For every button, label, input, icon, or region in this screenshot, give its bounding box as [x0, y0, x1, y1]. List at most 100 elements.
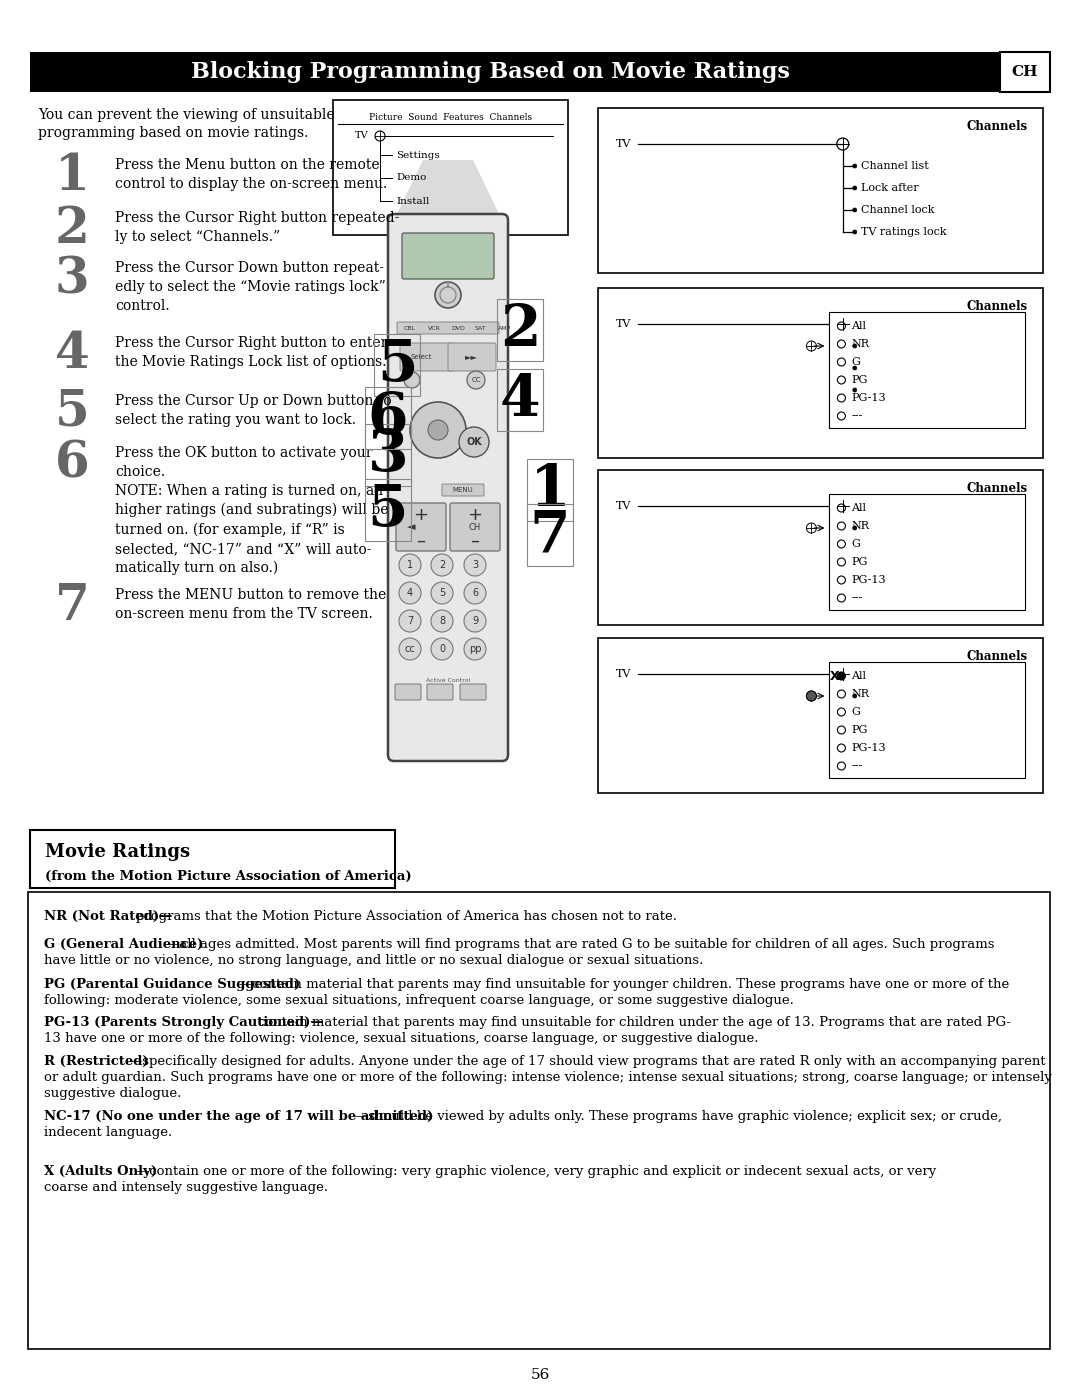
Bar	[333, 101, 568, 235]
Text: +: +	[468, 506, 483, 524]
Bar	[829, 662, 1025, 778]
Text: 56: 56	[530, 1368, 550, 1382]
Text: 3: 3	[55, 256, 90, 305]
Circle shape	[464, 638, 486, 659]
Text: Movie ratings lock: Movie ratings lock	[861, 524, 953, 532]
Text: 7: 7	[407, 616, 414, 626]
Text: Channel list: Channel list	[861, 161, 929, 170]
Text: TV: TV	[616, 502, 632, 511]
Text: +: +	[414, 506, 429, 524]
Text: ---: ---	[851, 411, 863, 420]
Text: PG-13: PG-13	[851, 576, 886, 585]
Circle shape	[807, 692, 816, 701]
Text: 1: 1	[407, 560, 413, 570]
Text: Select: Select	[410, 353, 432, 360]
Circle shape	[853, 527, 856, 529]
Text: PG-13: PG-13	[851, 743, 886, 753]
Text: —specifically designed for adults. Anyone under the age of 17 should view progra: —specifically designed for adults. Anyon…	[130, 1055, 1047, 1067]
Bar	[30, 830, 395, 888]
Text: Picture  Sound  Features  Channels: Picture Sound Features Channels	[369, 113, 532, 123]
Text: —should be viewed by adults only. These programs have graphic violence; explicit: —should be viewed by adults only. These …	[355, 1111, 1002, 1123]
Text: Press the Cursor Right button repeated-
ly to select “Channels.”: Press the Cursor Right button repeated- …	[114, 211, 400, 244]
Text: X: X	[829, 669, 839, 683]
Text: 2: 2	[500, 302, 540, 358]
Bar	[598, 288, 1043, 458]
Text: 1: 1	[55, 152, 90, 201]
Circle shape	[853, 231, 856, 235]
Text: You can prevent the viewing of unsuitable
programming based on movie ratings.: You can prevent the viewing of unsuitabl…	[38, 108, 335, 141]
Circle shape	[853, 694, 856, 698]
Bar	[30, 52, 1000, 92]
Circle shape	[837, 672, 846, 680]
Text: ◄: ◄	[407, 522, 415, 532]
Text: 2: 2	[438, 560, 445, 570]
Text: VCR: VCR	[428, 326, 441, 331]
Text: CC: CC	[471, 377, 481, 383]
Text: All: All	[851, 671, 866, 680]
Text: Movie Ratings: Movie Ratings	[45, 842, 190, 861]
Circle shape	[464, 610, 486, 631]
Text: suggestive dialogue.: suggestive dialogue.	[44, 1087, 181, 1099]
Bar	[829, 312, 1025, 427]
Text: Press the OK button to activate your
choice.
NOTE: When a rating is turned on, a: Press the OK button to activate your cho…	[114, 446, 389, 576]
Text: Channels: Channels	[967, 299, 1028, 313]
FancyBboxPatch shape	[400, 344, 454, 372]
Text: programs that the Motion Picture Association of America has chosen not to rate.: programs that the Motion Picture Associa…	[135, 909, 676, 923]
Text: CBL: CBL	[404, 326, 416, 331]
Bar	[598, 638, 1043, 793]
Text: contain material that parents may find unsuitable for children under the age of : contain material that parents may find u…	[257, 1016, 1011, 1030]
Text: 13 have one or more of the following: violence, sexual situations, coarse langua: 13 have one or more of the following: vi…	[44, 1032, 758, 1045]
Circle shape	[853, 366, 856, 370]
Text: PG-13 (Parents Strongly Cautioned)—: PG-13 (Parents Strongly Cautioned)—	[44, 1016, 324, 1030]
Text: 4: 4	[500, 372, 540, 427]
Text: indecent language.: indecent language.	[44, 1126, 172, 1139]
Text: 3: 3	[367, 427, 408, 483]
Text: PG: PG	[851, 557, 867, 567]
FancyBboxPatch shape	[442, 483, 484, 496]
Text: Install: Install	[396, 197, 430, 205]
Bar	[829, 495, 1025, 610]
Text: 6: 6	[472, 588, 478, 598]
Text: 5: 5	[377, 337, 417, 393]
Text: 1: 1	[529, 462, 570, 518]
Circle shape	[853, 208, 856, 212]
Text: G: G	[851, 707, 861, 717]
Text: 3: 3	[472, 560, 478, 570]
Circle shape	[428, 420, 448, 440]
Circle shape	[404, 372, 420, 388]
Text: DVD: DVD	[451, 326, 464, 331]
Text: TV: TV	[616, 138, 632, 149]
Circle shape	[853, 388, 856, 393]
Circle shape	[399, 583, 421, 604]
Text: Demo: Demo	[396, 173, 427, 183]
Text: G: G	[851, 539, 861, 549]
Text: (from the Motion Picture Association of America): (from the Motion Picture Association of …	[45, 869, 411, 883]
Circle shape	[410, 402, 465, 458]
Bar	[598, 469, 1043, 624]
Circle shape	[431, 638, 453, 659]
FancyBboxPatch shape	[397, 321, 499, 334]
Text: Press the Cursor Down button repeat-
edly to select the “Movie ratings lock”
con: Press the Cursor Down button repeat- edl…	[114, 261, 386, 313]
FancyBboxPatch shape	[450, 503, 500, 550]
Text: —all ages admitted. Most parents will find programs that are rated G to be suita: —all ages admitted. Most parents will fi…	[166, 937, 995, 951]
Bar	[598, 108, 1043, 272]
Text: 5: 5	[55, 388, 90, 437]
FancyBboxPatch shape	[427, 685, 453, 700]
Circle shape	[431, 610, 453, 631]
Text: Channel lock: Channel lock	[861, 205, 934, 215]
FancyBboxPatch shape	[388, 214, 508, 761]
Circle shape	[435, 282, 461, 307]
Circle shape	[853, 186, 856, 190]
Text: ►►: ►►	[464, 352, 477, 362]
Text: Channels: Channels	[967, 650, 1028, 662]
Text: –: –	[471, 532, 480, 550]
FancyBboxPatch shape	[460, 685, 486, 700]
Text: 4: 4	[500, 372, 540, 427]
Bar	[28, 893, 1050, 1350]
Circle shape	[459, 427, 489, 457]
Text: R (Restricted): R (Restricted)	[44, 1055, 149, 1067]
Text: 5: 5	[377, 337, 417, 393]
Text: PG: PG	[851, 374, 867, 386]
Text: 5: 5	[368, 482, 408, 538]
Text: G (General Audience): G (General Audience)	[44, 937, 203, 951]
